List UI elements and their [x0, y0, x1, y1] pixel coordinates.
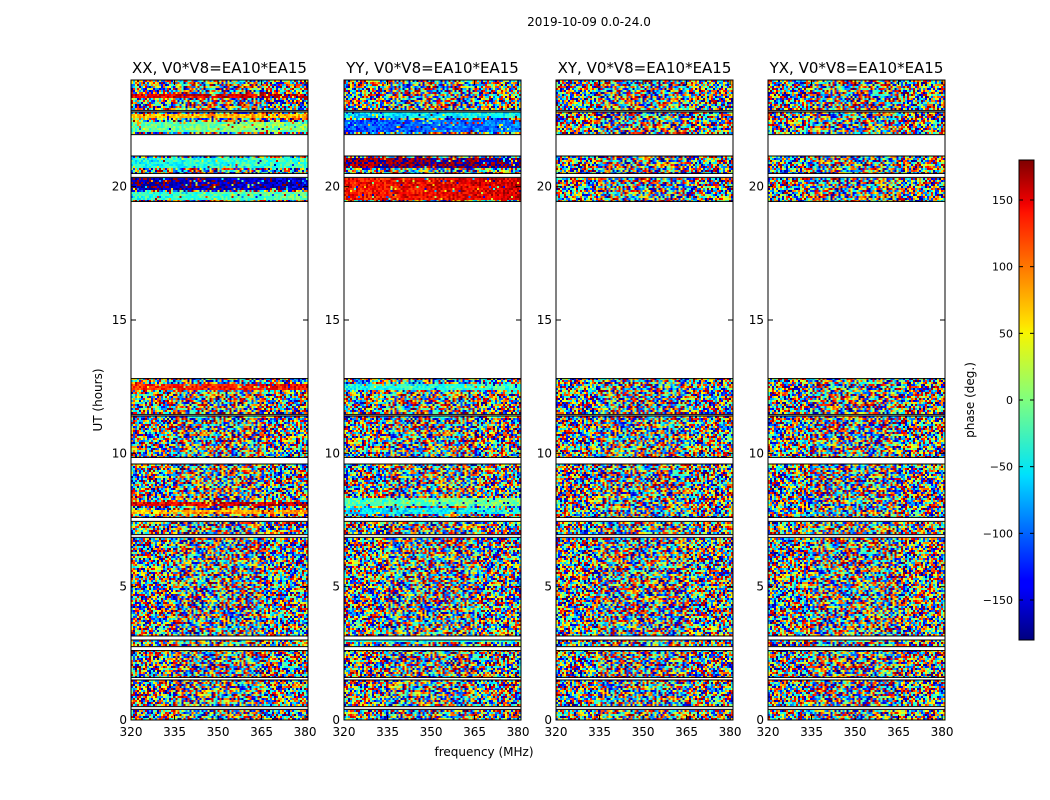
- panel-frame: [555, 79, 734, 721]
- x-tick-label: 320: [120, 725, 143, 739]
- colorbar-tick-label: −100: [983, 527, 1013, 540]
- y-tick-label: 20: [112, 180, 127, 194]
- panel-frame: [767, 79, 946, 721]
- panel-title: YX, V0*V8=EA10*EA15: [769, 59, 944, 77]
- colorbar-tick-label: −150: [983, 594, 1013, 607]
- colorbar-tick-label: 50: [999, 327, 1013, 340]
- x-tick-label: 320: [333, 725, 356, 739]
- y-tick-label: 15: [537, 313, 552, 327]
- panel-heatmap-image: [556, 80, 733, 720]
- y-tick-label: 15: [749, 313, 764, 327]
- x-tick-label: 380: [931, 725, 954, 739]
- colorbar-tick-label: 0: [1006, 394, 1013, 407]
- x-tick-label: 335: [163, 725, 186, 739]
- x-axis-label: frequency (MHz): [434, 745, 533, 759]
- panels-group: XX, V0*V8=EA10*EA15 320 335 350 365 380 0 5 10 15…: [112, 59, 954, 739]
- y-tick-label: 20: [537, 180, 552, 194]
- colorbar-tick-label: −50: [990, 461, 1013, 474]
- x-tick-label: 320: [545, 725, 568, 739]
- y-tick-label: 20: [749, 180, 764, 194]
- y-tick-label: 10: [749, 446, 764, 460]
- x-tick-label: 365: [250, 725, 273, 739]
- panel-title: YY, V0*V8=EA10*EA15: [345, 59, 519, 77]
- x-tick-label: 350: [207, 725, 230, 739]
- y-tick-label: 5: [544, 580, 552, 594]
- y-tick-label: 5: [756, 580, 764, 594]
- y-tick-label: 0: [544, 713, 552, 727]
- colorbar-label: phase (deg.): [963, 362, 977, 438]
- x-tick-label: 335: [588, 725, 611, 739]
- y-tick-label: 5: [332, 580, 340, 594]
- colorbar-tick-label: 100: [992, 261, 1013, 274]
- y-tick-label: 5: [119, 580, 127, 594]
- panel-heatmap-image: [131, 80, 308, 720]
- x-tick-label: 335: [800, 725, 823, 739]
- y-tick-label: 0: [332, 713, 340, 727]
- panel-xy: XY, V0*V8=EA10*EA15 320 335 350 365 380 0 5 10 15…: [537, 59, 742, 739]
- x-tick-label: 335: [376, 725, 399, 739]
- panel-heatmap-image: [344, 80, 521, 720]
- y-tick-label: 10: [325, 446, 340, 460]
- x-tick-label: 380: [294, 725, 317, 739]
- x-tick-label: 350: [844, 725, 867, 739]
- colorbar-ticks: 150 100 50 0 −50 −100 −150: [983, 194, 1034, 607]
- figure-title: 2019-10-09 0.0-24.0: [527, 15, 651, 29]
- y-tick-label: 20: [325, 180, 340, 194]
- x-tick-label: 350: [420, 725, 443, 739]
- y-axis-label: UT (hours): [91, 368, 105, 431]
- panel-frame: [130, 79, 309, 721]
- y-tick-label: 0: [756, 713, 764, 727]
- panel-yy: YY, V0*V8=EA10*EA15 320 335 350 365 380 0 5 10 15…: [325, 59, 530, 739]
- y-tick-label: 0: [119, 713, 127, 727]
- x-tick-label: 365: [463, 725, 486, 739]
- x-tick-label: 365: [675, 725, 698, 739]
- panel-heatmap-image: [768, 80, 945, 720]
- x-tick-label: 320: [757, 725, 780, 739]
- colorbar-tick-label: 150: [992, 194, 1013, 207]
- y-tick-label: 15: [112, 313, 127, 327]
- x-tick-label: 380: [507, 725, 530, 739]
- x-tick-label: 350: [632, 725, 655, 739]
- panel-title: XX, V0*V8=EA10*EA15: [132, 59, 307, 77]
- panel-title: XY, V0*V8=EA10*EA15: [558, 59, 732, 77]
- panel-frame: [343, 79, 522, 721]
- x-tick-label: 380: [719, 725, 742, 739]
- x-tick-label: 365: [887, 725, 910, 739]
- y-tick-label: 15: [325, 313, 340, 327]
- panel-yx: YX, V0*V8=EA10*EA15 320 335 350 365 380 0 5 10 15…: [749, 59, 954, 739]
- y-tick-label: 10: [112, 446, 127, 460]
- colorbar: 150 100 50 0 −50 −100 −150 phase (deg.): [963, 159, 1035, 641]
- panel-xx: XX, V0*V8=EA10*EA15 320 335 350 365 380 0 5 10 15…: [112, 59, 317, 739]
- y-tick-label: 10: [537, 446, 552, 460]
